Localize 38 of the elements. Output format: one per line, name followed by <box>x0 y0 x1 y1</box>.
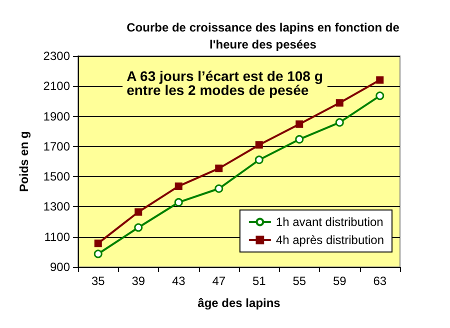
legend-label: 1h avant distribution <box>276 215 384 229</box>
point <box>215 164 223 172</box>
legend-label: 4h après distribution <box>276 233 384 247</box>
point <box>296 120 304 128</box>
annotation: A 63 jours l’écart est de 108 g entre les 2 modes de pesée <box>126 68 323 98</box>
point <box>94 250 102 258</box>
y-tick-label: 1700 <box>43 139 70 154</box>
point <box>214 184 224 193</box>
x-tick-label: 43 <box>172 274 186 288</box>
x-tick-label: 63 <box>373 274 387 288</box>
x-tick-label: 59 <box>332 274 347 288</box>
y-axis-title: Poids en g <box>17 131 31 192</box>
y-tick-label: 1500 <box>43 170 70 184</box>
point <box>376 92 384 100</box>
x-tick-label: 39 <box>132 274 146 288</box>
point <box>376 76 384 84</box>
point <box>335 118 344 127</box>
y-tick-label: 2100 <box>43 79 70 94</box>
point <box>174 198 183 207</box>
point <box>174 182 182 190</box>
point <box>295 135 304 144</box>
chart-title: Courbe de croissance des lapins en fonction de l'heure des pesées <box>126 20 400 52</box>
point <box>255 141 263 149</box>
y-tick-label: 900 <box>50 260 70 274</box>
y-tick-label: 2300 <box>43 49 70 63</box>
x-tick-label: 47 <box>212 274 226 288</box>
y-tick-label: 1100 <box>44 230 70 244</box>
x-tick-label: 35 <box>91 274 106 288</box>
x-tick-label: 51 <box>252 274 266 288</box>
point <box>336 99 344 107</box>
point <box>254 156 264 164</box>
point <box>94 240 102 248</box>
point <box>134 223 143 232</box>
y-tick-label: 1900 <box>43 109 70 124</box>
y-tick-label: 1300 <box>43 200 70 214</box>
x-tick-label: 55 <box>292 274 306 288</box>
x-axis-title: âge des lapins <box>198 296 281 310</box>
point <box>134 208 142 216</box>
